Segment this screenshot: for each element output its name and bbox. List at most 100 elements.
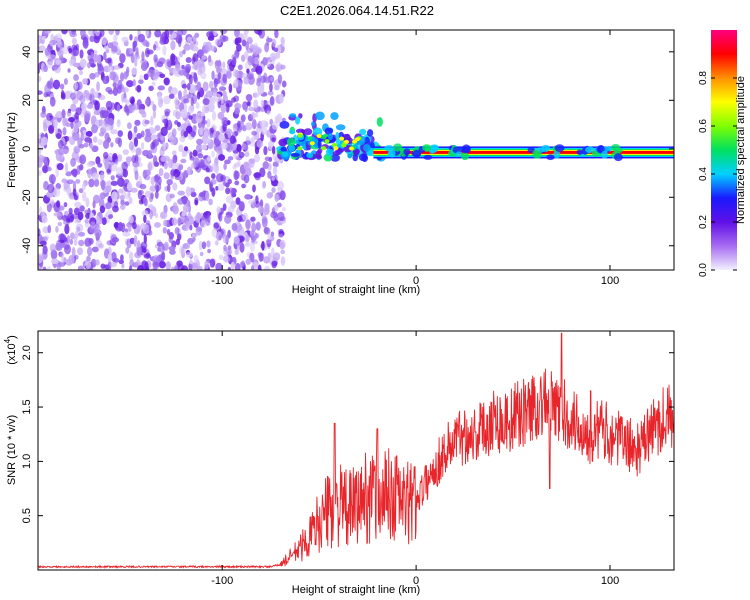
- spectrogram-noise-blob: [93, 194, 101, 204]
- spectrogram-noise-blob: [93, 178, 100, 187]
- spectrogram-noise-blob: [70, 169, 78, 175]
- spectrogram-noise-blob: [245, 93, 253, 102]
- spectrogram-noise-blob: [244, 140, 252, 145]
- spectrogram-noise-blob: [51, 258, 59, 265]
- spectrogram-noise-blob: [56, 163, 64, 171]
- spectrogram-noise-blob: [253, 57, 261, 65]
- spectrogram-noise-blob: [47, 183, 55, 194]
- spectrogram-noise-blob: [144, 190, 152, 198]
- spectrogram-noise-blob: [43, 30, 52, 34]
- spectrogram-noise-blob: [86, 246, 93, 257]
- spectrogram-noise-blob: [224, 214, 232, 224]
- spectrogram-noise-blob: [235, 262, 241, 270]
- spectrogram-noise-blob: [150, 141, 156, 150]
- spectrogram-noise-blob: [168, 93, 175, 99]
- spectrogram-noise-blob: [233, 95, 240, 102]
- spectrogram-noise-blob: [57, 262, 66, 268]
- spectrogram-hot-spot: [349, 146, 355, 151]
- spectrogram-noise-blob: [208, 198, 213, 206]
- spectrogram-noise-blob: [257, 30, 263, 36]
- spectrogram-noise-blob: [227, 245, 232, 251]
- spectrogram-noise-blob: [211, 163, 219, 172]
- spectrogram-noise-blob: [262, 57, 268, 66]
- spectrogram-noise-blob: [85, 197, 90, 208]
- spectrogram-noise-blob: [74, 218, 80, 224]
- spectrogram-noise-blob: [126, 80, 134, 88]
- spectrogram-noise-blob: [56, 266, 61, 270]
- spectrogram-noise-blob: [63, 220, 67, 225]
- spectrogram-signal-blob: [303, 128, 313, 136]
- spectrogram-noise-blob: [251, 118, 257, 130]
- spectrogram-noise-blob: [232, 123, 239, 132]
- spectrogram-noise-blob: [73, 236, 78, 247]
- spectrogram-ytick-label: 0: [21, 146, 33, 152]
- spectrogram-noise-blob: [227, 156, 234, 161]
- spectrogram-noise-blob: [133, 125, 138, 134]
- spectrogram-noise-blob: [147, 150, 153, 158]
- spectrogram-noise-blob: [232, 56, 237, 62]
- spectrogram-signal-blob: [278, 138, 288, 147]
- snr-frame: [37, 330, 675, 571]
- spectrogram-signal-patch: [546, 154, 555, 161]
- spectrogram-noise-blob: [52, 79, 61, 90]
- spectrogram-noise-blob: [248, 106, 256, 112]
- spectrogram-noise-blob: [185, 125, 193, 133]
- spectrogram-noise-blob: [86, 161, 94, 168]
- spectrogram-noise-blob: [132, 79, 136, 87]
- spectrogram-noise-blob: [110, 175, 115, 181]
- spectrogram-noise-blob: [95, 259, 100, 266]
- spectrogram-noise-blob: [89, 72, 96, 80]
- spectrogram-noise-blob: [144, 128, 151, 134]
- spectrogram-noise-blob: [178, 164, 184, 171]
- spectrogram-noise-blob: [122, 168, 129, 178]
- spectrogram-noise-blob: [59, 83, 65, 90]
- spectrogram-noise-blob: [169, 193, 175, 199]
- spectrogram-noise-blob: [252, 199, 256, 208]
- spectrogram-noise-blob: [176, 121, 181, 128]
- spectrogram-noise-blob: [271, 260, 278, 267]
- spectrogram-signal-blob: [315, 150, 322, 158]
- spectrogram-noise-blob: [225, 248, 233, 255]
- spectrogram-noise-blob: [253, 172, 261, 179]
- spectrogram-noise-blob: [267, 233, 272, 241]
- spectrogram-noise-blob: [213, 78, 221, 85]
- spectrogram-noise-blob: [64, 224, 70, 235]
- colorbar-tick-label: 0.4: [698, 167, 709, 181]
- spectrogram-noise-blob: [220, 142, 228, 150]
- spectrogram-noise-blob: [213, 30, 218, 37]
- spectrogram-noise-blob: [121, 93, 125, 103]
- snr-xtick-label: 0: [413, 575, 419, 587]
- spectrogram-noise-blob: [77, 211, 84, 221]
- spectrogram-noise-blob: [207, 35, 215, 41]
- spectrogram-noise-blob: [116, 104, 121, 112]
- spectrogram-noise-blob: [260, 75, 267, 84]
- spectrogram-noise-blob: [226, 70, 232, 79]
- spectrogram-noise-blob: [90, 88, 95, 96]
- spectrogram-noise-blob: [55, 132, 62, 139]
- spectrogram-noise-blob: [125, 47, 130, 57]
- spectrogram-noise-blob: [254, 112, 259, 118]
- spectrogram-noise-blob: [195, 226, 203, 236]
- spectrogram-noise-blob: [136, 133, 143, 140]
- spectrogram-noise-blob: [257, 252, 263, 258]
- spectrogram-noise-blob: [85, 261, 92, 270]
- spectrogram-noise-blob: [243, 161, 250, 168]
- spectrogram-noise-blob: [110, 180, 118, 186]
- spectrogram-noise-blob: [94, 229, 102, 238]
- spectrogram-noise-blob: [128, 264, 133, 270]
- spectrogram-noise-blob: [262, 161, 269, 170]
- spectrogram-noise-blob: [49, 96, 56, 107]
- colorbar-tick-label: 0.6: [698, 119, 709, 133]
- spectrogram-noise-blob: [89, 93, 95, 104]
- spectrogram-noise-blob: [201, 241, 207, 250]
- spectrogram-noise-blob: [117, 130, 123, 137]
- spectrogram-noise-blob: [38, 75, 42, 83]
- spectrogram-noise-blob: [38, 253, 44, 264]
- spectrogram-hot-spot: [332, 142, 338, 147]
- spectrogram-noise-blob: [210, 45, 217, 52]
- spectrogram-noise-blob: [90, 51, 95, 59]
- spectrogram-noise-blob: [281, 206, 286, 212]
- spectrogram-noise-blob: [95, 30, 101, 37]
- spectrogram-noise-blob: [58, 205, 65, 211]
- spectrogram-noise-blob: [93, 91, 99, 98]
